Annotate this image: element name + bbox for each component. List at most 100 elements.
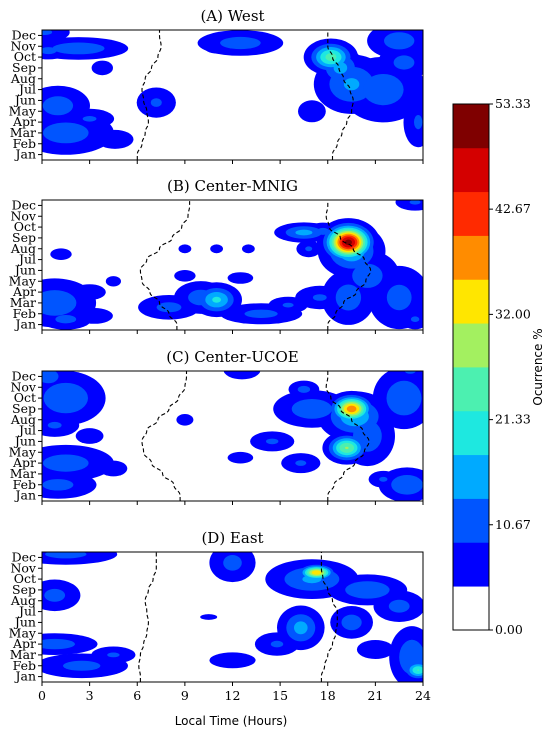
panel-1-title: (B) Center-MNIG	[167, 177, 298, 195]
contour-p0-b4-l2	[43, 122, 89, 144]
colorbar-tick-label-2: 21.33	[495, 412, 531, 427]
panel-2-ytick-label-3: Apr	[12, 455, 36, 470]
panel-0-ytick-label-7: Aug	[10, 71, 36, 86]
panel-3-terminator-sunset-line	[320, 552, 338, 682]
panel-1-ytick-label-4: May	[9, 273, 37, 288]
contour-p0-b8-l1	[91, 60, 114, 76]
panel-1-ytick-label-6: Jul	[17, 252, 36, 267]
panel-2-ytick-label-2: Mar	[10, 466, 36, 481]
panel-1-ytick-label-2: Mar	[10, 295, 36, 310]
panel-2-contours	[42, 371, 423, 501]
colorbar-segment-1	[453, 542, 489, 587]
panel-0-ytick-label-9: Oct	[14, 49, 36, 64]
panel-3-ytick-label-0: Jan	[13, 669, 36, 684]
contour-p2-b9-l2	[266, 438, 279, 445]
panel-2-ytick-label-4: May	[9, 444, 37, 459]
contour-p2-b1-l2	[43, 382, 88, 414]
contour-p1-b5-l1	[105, 276, 121, 287]
x-tick-label-1: 3	[86, 688, 94, 703]
contour-p1-b12-l1	[227, 272, 254, 284]
contour-p1-b22-l2	[335, 284, 362, 311]
panel-0-ytick-label-8: Sep	[12, 60, 36, 75]
contour-p1-b15-l1	[242, 244, 255, 254]
x-axis: 0 3 6 9 12 15 18 21 24	[38, 688, 431, 703]
panel-2-ytick-label-7: Aug	[10, 412, 36, 427]
panel-3-ytick-label-4: May	[9, 625, 37, 640]
panel-0-ytick-label-1: Feb	[13, 136, 36, 151]
contour-p2-b14-l8	[346, 405, 357, 413]
contour-p1-b23-l2	[386, 284, 412, 311]
contour-p1-b11-l1	[174, 270, 196, 282]
colorbar-tick-label-5: 53.33	[495, 96, 531, 111]
panel-1-ytick-label-9: Oct	[14, 219, 36, 234]
contour-p3-b12-l2	[345, 581, 390, 599]
panel-3-ytick-label-6: Jul	[17, 604, 36, 619]
contour-p2-b16-l6	[345, 446, 349, 450]
panel-3-title: (D) East	[201, 529, 263, 547]
x-tick-label-4: 12	[225, 688, 241, 703]
colorbar-frame	[452, 103, 490, 631]
panel-0-ytick-label-4: May	[9, 103, 37, 118]
contour-p0-b1-l2	[52, 42, 105, 55]
contour-p3-b4-l2	[107, 652, 120, 658]
panel-2-ytick-label-8: Sep	[12, 401, 36, 416]
contour-p3-b0-l2	[45, 552, 87, 559]
contour-p3-b5-l2	[223, 555, 242, 571]
x-tick-label-0: 0	[38, 688, 46, 703]
panel-3-contours	[42, 552, 423, 682]
contour-p2-b8-l1	[223, 371, 261, 380]
panel-0-ytick-label-2: Mar	[10, 125, 36, 140]
contour-p3-b13-l2	[341, 614, 362, 631]
panel-1-ytick-label-8: Sep	[12, 230, 36, 245]
contour-p2-b19-l2	[404, 371, 416, 374]
panel-3-ytick-label-8: Sep	[12, 582, 36, 597]
panel-3-ytick-label-11: Dec	[12, 549, 36, 564]
colorbar-segment-6	[453, 323, 489, 368]
panel-1-terminator-sunrise-line	[139, 200, 191, 330]
contour-p2-b10-l1	[227, 451, 254, 464]
contour-p2-b4-l2	[42, 479, 74, 491]
contour-p0-b13-l3	[333, 62, 348, 74]
panel-1-ytick-label-10: Nov	[10, 208, 36, 223]
contour-p1-b10-l2	[282, 302, 294, 308]
contour-p1-b9-l2	[244, 309, 278, 318]
panel-1-ytick-label-11: Dec	[12, 197, 36, 212]
panel-0-ytick-label-3: Apr	[12, 114, 36, 129]
x-axis-label: Local Time (Hours)	[175, 714, 288, 728]
colorbar-segment-3	[453, 454, 489, 499]
contour-p2-b13-l2	[297, 385, 311, 393]
contour-p1-b8-l4	[212, 296, 222, 303]
contour-p0-b15-l2	[363, 74, 404, 106]
contour-p3-b6-l1	[209, 652, 256, 669]
contour-p3-b11-l2	[270, 640, 284, 648]
panel-1-ytick-label-5: Jun	[13, 262, 36, 277]
contour-p2-b0-l2	[42, 371, 59, 384]
contour-p1-b14-l1	[210, 244, 224, 254]
panel-3-ytick-label-5: Jun	[13, 614, 36, 629]
contour-p1-b26-l2	[410, 316, 420, 323]
panel-1-ytick-label-1: Feb	[13, 306, 36, 321]
contour-p2-b6-l1	[99, 460, 128, 477]
contour-p0-b18-l1	[298, 100, 326, 123]
contour-p2-b2-l2	[47, 421, 62, 429]
contour-p0-b7-l2	[150, 98, 162, 107]
panel-3-ytick-label-10: Nov	[10, 560, 36, 575]
panel-1-terminator-sunset-line	[325, 200, 372, 330]
colorbar-tick-label-1: 10.67	[495, 517, 531, 532]
contour-p3-b1-l2	[44, 588, 66, 602]
contour-p1-b13-l1	[178, 244, 192, 254]
contour-p1-b19-l11	[344, 239, 352, 246]
panel-2-ytick-label-9: Oct	[14, 390, 36, 405]
colorbar-label: Ocurrence %	[531, 328, 545, 405]
colorbar-tick-label-4: 42.67	[495, 201, 531, 216]
panel-3: (D) East JanFebMarAprMayJunJulAugSepOctNo…	[9, 529, 424, 686]
contour-p3-b8-l7	[311, 570, 322, 575]
contour-p3-b17-l1	[356, 640, 394, 659]
contour-p1-b6-l2	[156, 302, 182, 313]
panel-3-terminator-sunrise-line	[138, 552, 157, 682]
panel-3-ytick-label-2: Mar	[10, 647, 36, 662]
panel-3-ytick-label-1: Feb	[13, 658, 36, 673]
contour-p3-b7-l1	[200, 614, 218, 620]
